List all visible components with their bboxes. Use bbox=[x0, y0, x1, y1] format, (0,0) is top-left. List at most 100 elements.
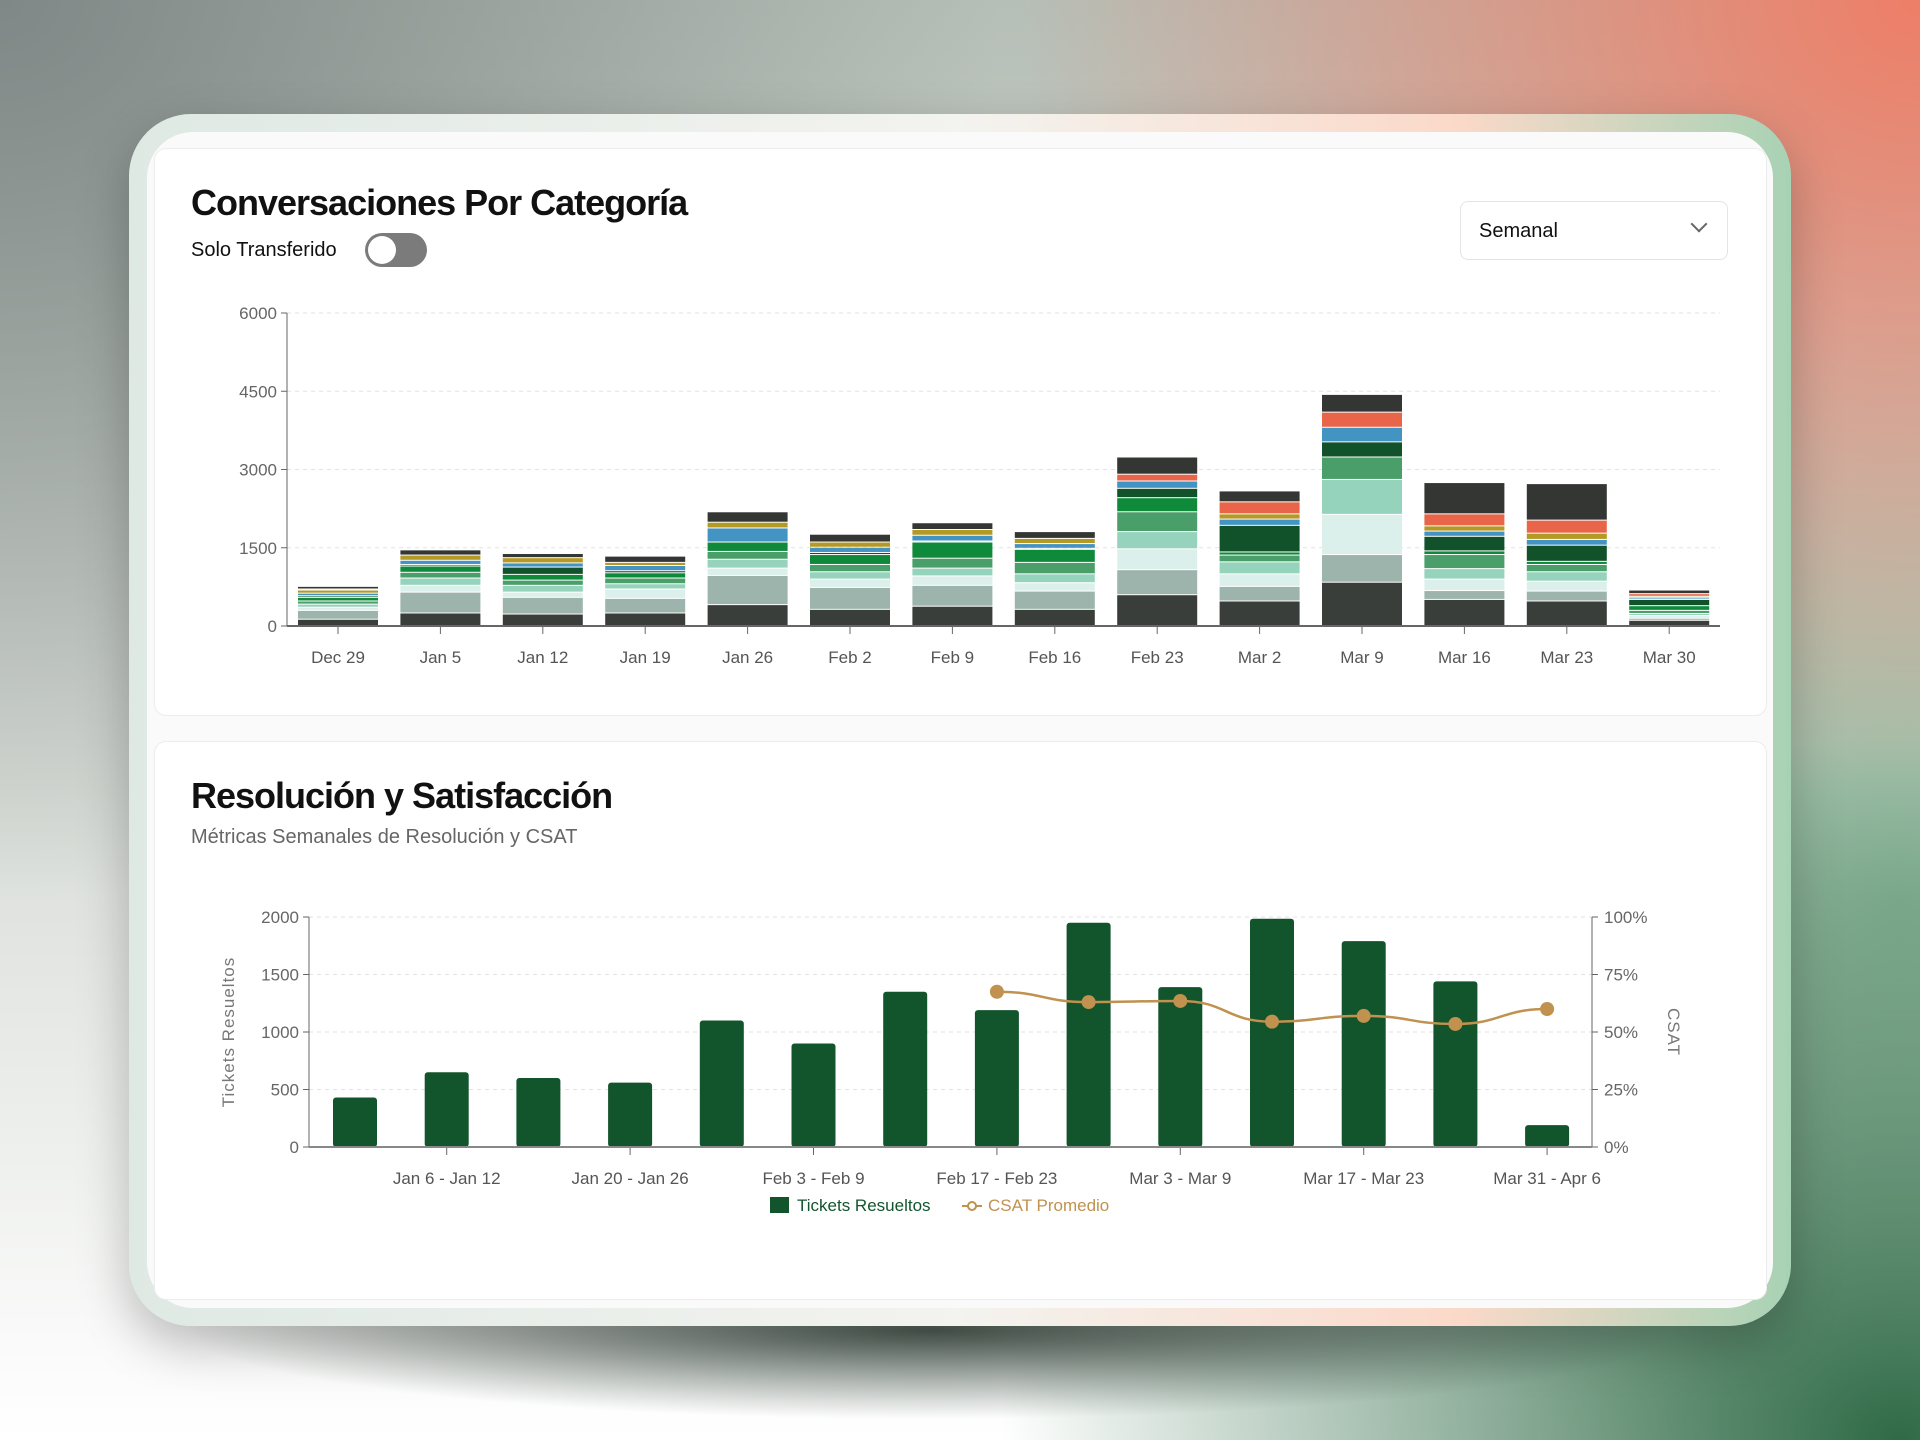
bar-segment bbox=[298, 597, 378, 601]
bar-segment bbox=[1117, 457, 1198, 474]
x-tick-label: Feb 17 - Feb 23 bbox=[936, 1169, 1057, 1188]
x-tick-label: Jan 20 - Jan 26 bbox=[571, 1169, 688, 1188]
y2-tick-label: 0% bbox=[1604, 1138, 1629, 1157]
bar-segment bbox=[1117, 481, 1198, 488]
bar-segment bbox=[1629, 599, 1710, 606]
bar-segment bbox=[400, 585, 481, 592]
bar-segment bbox=[810, 572, 890, 579]
bar-segment bbox=[1117, 498, 1198, 512]
bar-segment bbox=[502, 558, 583, 563]
period-select-value: Semanal bbox=[1479, 220, 1558, 242]
bar-segment bbox=[1014, 544, 1095, 548]
bar-segment bbox=[502, 554, 583, 558]
bar-segment bbox=[502, 563, 583, 567]
bar-segment bbox=[707, 522, 788, 528]
bar-segment bbox=[1117, 474, 1198, 481]
bar-segment bbox=[298, 590, 378, 593]
bar-segment bbox=[707, 551, 788, 559]
bar-segment bbox=[502, 580, 583, 585]
bar-segment bbox=[810, 587, 890, 609]
x-tick-label: Mar 3 - Mar 9 bbox=[1129, 1169, 1231, 1188]
bar-segment bbox=[1117, 595, 1198, 625]
bar-segment bbox=[1219, 491, 1300, 502]
y-tick-label: 3000 bbox=[239, 461, 277, 480]
bar-segment bbox=[1014, 609, 1095, 625]
bar-segment bbox=[400, 566, 481, 572]
legend-tickets-label: Tickets Resueltos bbox=[797, 1196, 931, 1215]
x-tick-label: Jan 26 bbox=[722, 648, 773, 667]
bar-segment bbox=[1322, 412, 1402, 427]
x-tick-label: Mar 2 bbox=[1238, 648, 1281, 667]
bar-segment bbox=[1014, 583, 1095, 591]
bar bbox=[424, 1072, 469, 1147]
bar-segment bbox=[1014, 532, 1095, 538]
y2-axis-label: CSAT bbox=[1664, 1008, 1683, 1056]
bar-segment bbox=[400, 592, 481, 613]
bar-segment bbox=[400, 578, 481, 585]
bar-segment bbox=[1322, 457, 1402, 479]
bar-segment bbox=[707, 559, 788, 568]
bar-segment bbox=[298, 593, 378, 596]
bar-segment bbox=[1629, 620, 1710, 625]
bar-segment bbox=[1014, 538, 1095, 544]
csat-point bbox=[1448, 1016, 1463, 1031]
x-tick-label: Feb 3 - Feb 9 bbox=[762, 1169, 864, 1188]
bar-segment bbox=[1322, 427, 1402, 442]
bar bbox=[1525, 1125, 1570, 1147]
y2-tick-label: 100% bbox=[1604, 908, 1647, 927]
resolution-title: Resolución y Satisfacción bbox=[191, 775, 613, 816]
bar-segment bbox=[1526, 591, 1607, 601]
x-tick-label: Dec 29 bbox=[311, 648, 365, 667]
bar-segment bbox=[912, 523, 993, 530]
legend-tickets-swatch bbox=[770, 1197, 789, 1213]
csat-point bbox=[1265, 1014, 1279, 1029]
bar-segment bbox=[1219, 552, 1300, 555]
bar bbox=[883, 991, 928, 1147]
bar-segment bbox=[1322, 394, 1402, 412]
bar-segment bbox=[1219, 574, 1300, 586]
bar-segment bbox=[1526, 601, 1607, 625]
bar-segment bbox=[1219, 514, 1300, 519]
bar-segment bbox=[298, 610, 378, 619]
bar-segment bbox=[1322, 479, 1402, 514]
csat-point bbox=[989, 984, 1004, 999]
bar-segment bbox=[810, 542, 890, 547]
bar-segment bbox=[1014, 574, 1095, 583]
x-tick-label: Jan 6 - Jan 12 bbox=[393, 1169, 501, 1188]
bar-segment bbox=[298, 601, 378, 604]
bar-segment bbox=[605, 589, 686, 598]
bar-segment bbox=[912, 585, 993, 606]
bar bbox=[608, 1082, 653, 1147]
period-select[interactable]: Semanal bbox=[1460, 201, 1728, 260]
csat-point bbox=[1081, 995, 1096, 1010]
bar-segment bbox=[912, 535, 993, 541]
bar-segment bbox=[1117, 570, 1198, 595]
bar-segment bbox=[810, 534, 890, 542]
toggle-label: Solo Transferido bbox=[191, 239, 337, 261]
solo-transferido-toggle[interactable] bbox=[365, 233, 427, 267]
bar-segment bbox=[707, 528, 788, 542]
x-tick-label: Mar 16 bbox=[1438, 648, 1491, 667]
bar-segment bbox=[810, 552, 890, 555]
bar-segment bbox=[605, 598, 686, 613]
bar-segment bbox=[1117, 549, 1198, 570]
bar-segment bbox=[605, 571, 686, 573]
bar-segment bbox=[1526, 561, 1607, 564]
bar-segment bbox=[1424, 536, 1505, 551]
bar-segment bbox=[1117, 488, 1198, 498]
bar-segment bbox=[707, 605, 788, 625]
bar-segment bbox=[1219, 519, 1300, 525]
toggle-knob bbox=[368, 236, 396, 264]
x-tick-label: Mar 9 bbox=[1340, 648, 1383, 667]
resolution-subtitle: Métricas Semanales de Resolución y CSAT bbox=[191, 826, 578, 848]
bar-segment bbox=[1629, 596, 1710, 598]
x-tick-label: Feb 2 bbox=[828, 648, 871, 667]
y2-tick-label: 25% bbox=[1604, 1081, 1638, 1100]
bar-segment bbox=[1322, 442, 1402, 457]
bar-segment bbox=[1424, 599, 1505, 625]
bar-segment bbox=[1424, 579, 1505, 591]
bar-segment bbox=[298, 604, 378, 607]
bar-segment bbox=[707, 568, 788, 575]
bar-segment bbox=[1526, 533, 1607, 539]
